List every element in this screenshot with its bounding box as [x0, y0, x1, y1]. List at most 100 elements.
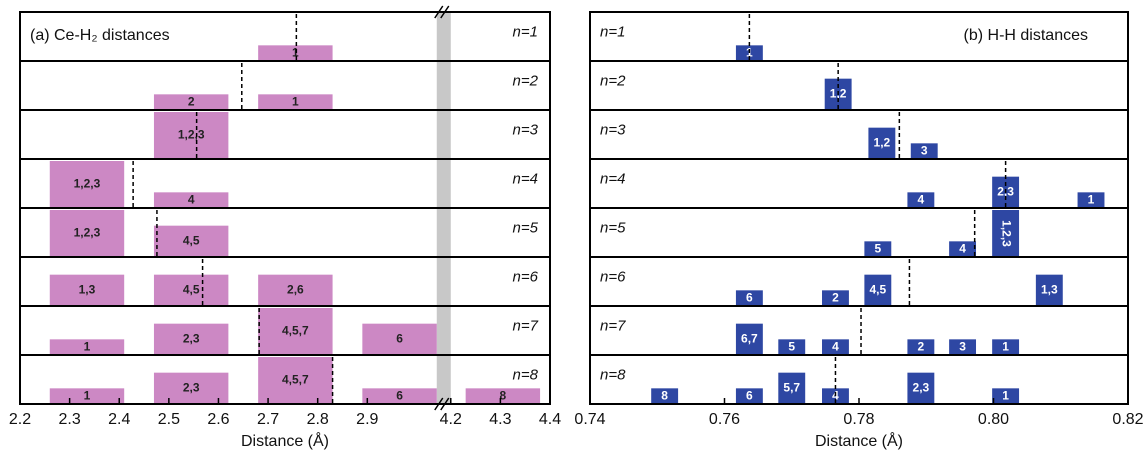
- bar-label: 1,2,3: [999, 220, 1013, 247]
- row-label: n=8: [600, 366, 626, 383]
- bar: [153, 372, 229, 404]
- bar: [822, 290, 849, 306]
- bar-label: 6: [396, 332, 403, 346]
- bar: [864, 274, 892, 306]
- bar-label: 5: [788, 339, 795, 353]
- bar: [992, 210, 1020, 257]
- x-tick-label: 0.78: [843, 411, 874, 428]
- bar: [153, 274, 229, 306]
- bar: [153, 112, 229, 159]
- bar-label: 4,5: [183, 283, 200, 297]
- bar: [1077, 192, 1105, 208]
- bar-label: 4,5: [183, 234, 200, 248]
- bar-label: 8: [661, 388, 668, 402]
- bar: [258, 94, 333, 110]
- plot-frame: [19, 11, 551, 405]
- x-tick-label: 2.3: [58, 411, 80, 428]
- bar-label: 1: [292, 94, 299, 108]
- bar-label: 1,3: [79, 283, 96, 297]
- bar: [49, 161, 125, 208]
- bar: [49, 388, 125, 404]
- bar: [1035, 274, 1063, 306]
- bar: [153, 192, 229, 208]
- x-tick-label: 2.5: [158, 411, 180, 428]
- bar-label: 4: [918, 192, 925, 206]
- bar: [868, 127, 896, 159]
- bar-label: 1: [1002, 339, 1009, 353]
- x-tick-label: 2.6: [207, 411, 229, 428]
- bar-label: 2: [918, 339, 925, 353]
- bar-label: 1: [1002, 388, 1009, 402]
- bar: [258, 274, 333, 306]
- bar-label: 4: [832, 339, 839, 353]
- bar-label: 1: [292, 45, 299, 59]
- bar-label: 1,2,3: [74, 177, 101, 191]
- bar: [49, 339, 125, 355]
- bar-label: 2,3: [183, 332, 200, 346]
- x-tick-label: 2.9: [356, 411, 378, 428]
- row-label: n=6: [513, 268, 539, 285]
- bar-label: 1: [1088, 192, 1095, 206]
- bar-label: 4,5: [869, 283, 886, 297]
- row-label: n=4: [600, 170, 625, 187]
- bar-label: 5,7: [783, 381, 800, 395]
- bar-label: 2,3: [913, 381, 930, 395]
- x-tick-label: 2.8: [307, 411, 329, 428]
- bar: [822, 339, 849, 355]
- bar: [258, 357, 333, 404]
- row-label: n=4: [513, 170, 538, 187]
- bar: [153, 94, 229, 110]
- x-tick-label: 0.82: [1112, 411, 1143, 428]
- panel-title: (a) Ce-H₂ distances: [30, 27, 170, 44]
- bar-label: 1: [84, 339, 91, 353]
- bar-label: 6: [746, 290, 753, 304]
- x-tick-label: 4.4: [539, 411, 561, 428]
- row-label: n=7: [513, 317, 539, 334]
- bar-label: 6: [746, 388, 753, 402]
- row-label: n=3: [513, 121, 539, 138]
- bar: [907, 192, 935, 208]
- x-tick-label: 4.3: [489, 411, 511, 428]
- row-label: n=7: [600, 317, 626, 334]
- row-label: n=6: [600, 268, 626, 285]
- bar: [992, 388, 1020, 404]
- bar-label: 1,3: [1041, 283, 1058, 297]
- bar: [907, 339, 935, 355]
- bar-label: 6: [396, 388, 403, 402]
- bar-label: 3: [921, 143, 928, 157]
- bar: [822, 388, 849, 404]
- bar: [907, 372, 935, 404]
- bar-label: 3: [959, 339, 966, 353]
- bar: [362, 323, 437, 355]
- bar-label: 1,2: [874, 136, 891, 150]
- bar: [362, 388, 437, 404]
- bar: [465, 388, 541, 404]
- bar: [735, 323, 763, 355]
- bar-label: 1: [84, 388, 91, 402]
- bar-label: 1,2,3: [178, 128, 205, 142]
- bar: [778, 372, 806, 404]
- bar: [153, 225, 229, 257]
- bar-label: 2: [832, 290, 839, 304]
- row-label: n=2: [513, 72, 539, 89]
- row-label: n=8: [513, 366, 539, 383]
- x-axis-label: Distance (Å): [241, 431, 329, 450]
- x-tick-label: 2.2: [9, 411, 31, 428]
- bar-label: 2,3: [183, 381, 200, 395]
- x-axis-label: Distance (Å): [815, 431, 903, 450]
- bar: [949, 339, 977, 355]
- bar-label: 2,6: [287, 283, 304, 297]
- row-label: n=5: [513, 219, 539, 236]
- bar: [651, 388, 679, 404]
- bar-label: 8: [500, 388, 507, 402]
- bar-label: 2: [188, 94, 195, 108]
- bar-label: 4: [959, 241, 966, 255]
- row-label: n=1: [513, 23, 538, 40]
- bar: [153, 323, 229, 355]
- bar: [49, 274, 125, 306]
- bar-label: 4: [188, 192, 195, 206]
- bar: [778, 339, 806, 355]
- x-tick-label: 0.76: [709, 411, 740, 428]
- panel-title: (b) H-H distances: [964, 27, 1088, 44]
- bar-label: 1,2,3: [74, 226, 101, 240]
